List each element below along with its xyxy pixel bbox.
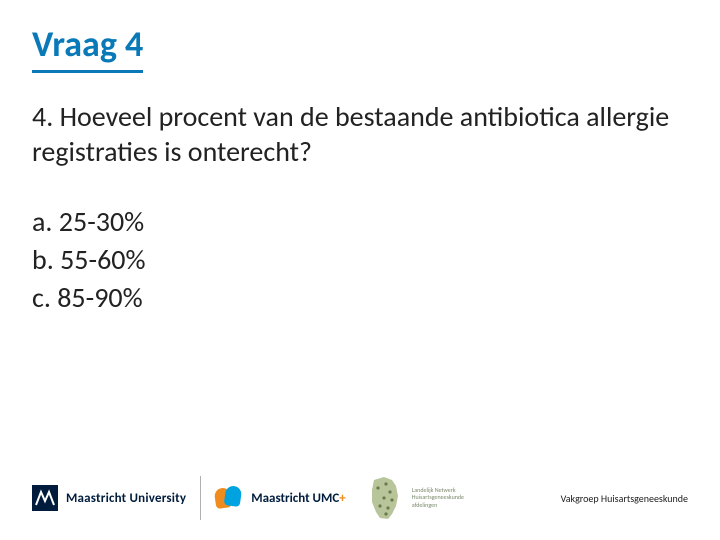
slide-title: Vraag 4 [32, 22, 143, 73]
option-b: b. 55-60% [32, 241, 688, 279]
umc-hands-icon [215, 484, 245, 512]
logo-divider [200, 476, 201, 520]
umc-logo-text-main: Maastricht UMC [251, 491, 339, 506]
maastricht-umc-logo: Maastricht UMC+ [215, 484, 346, 512]
options-list: a. 25-30% b. 55-60% c. 85-90% [32, 203, 688, 316]
footer: Maastricht University Maastricht UMC+ [0, 466, 720, 530]
footer-logos: Maastricht University Maastricht UMC+ [32, 474, 464, 522]
option-a: a. 25-30% [32, 203, 688, 241]
slide-container: Vraag 4 4. Hoeveel procent van de bestaa… [0, 0, 720, 540]
um-logo-text: Maastricht University [66, 491, 186, 506]
umc-logo-text: Maastricht UMC+ [251, 491, 346, 506]
map-caption-line3: afdelingen [412, 502, 464, 509]
netherlands-map-icon [366, 474, 406, 522]
maastricht-university-logo: Maastricht University [32, 485, 186, 511]
umc-logo-plus: + [339, 491, 345, 506]
question-text: 4. Hoeveel procent van de bestaande anti… [32, 99, 688, 169]
network-map-block: Landelijk Netwerk Huisartsgeneeskunde af… [366, 474, 464, 522]
footer-right-text: Vakgroep Huisartsgeneeskunde [561, 492, 688, 505]
map-caption: Landelijk Netwerk Huisartsgeneeskunde af… [412, 487, 464, 509]
option-c: c. 85-90% [32, 279, 688, 317]
um-mark-icon [32, 485, 58, 511]
